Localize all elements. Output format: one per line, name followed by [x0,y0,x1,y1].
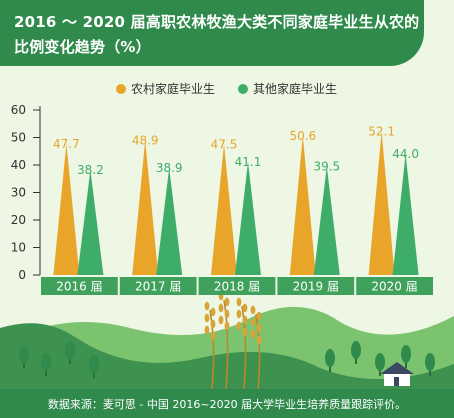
data-label-rural-1: 48.9 [132,134,159,148]
x-tick-label-4: 2020 届 [371,280,417,294]
y-tick-label-60: 60 [11,103,26,117]
legend-label-other: 其他家庭毕业生 [253,82,338,96]
data-label-rural-2: 47.5 [211,137,238,151]
data-label-other-1: 38.9 [156,161,183,175]
y-tick-label-10: 10 [11,241,26,255]
y-tick-label-50: 50 [11,131,26,145]
y-tick-label-0: 0 [18,268,26,282]
chart-title-line-1: 2016 ～ 2020 届高职农林牧渔大类不同家庭毕业生从农的 [14,13,420,31]
tree-crown-7 [401,345,411,363]
mark-other-3 [313,166,340,275]
tree-crown-0 [19,345,29,363]
wheat-stem-3 [255,313,261,389]
data-label-rural-0: 47.7 [53,137,80,151]
tree-crown-5 [351,341,361,359]
wheat-grain-0-5 [210,331,216,341]
wheat-grain-0-2 [204,313,210,323]
wheat-grain-1-2 [218,303,224,313]
wheat-stem-1 [223,299,229,389]
data-label-other-0: 38.2 [77,163,104,177]
landscape-scene [0,291,454,389]
x-tick-label-3: 2019 届 [293,280,339,294]
wheat-grain-0-4 [204,325,210,335]
y-tick-label-20: 20 [11,213,26,227]
tree-crown-6 [375,353,385,371]
farmhouse-roof [380,362,414,374]
legend-dot-rural [116,84,126,94]
mark-rural-0 [53,143,80,275]
x-band-cell-1 [119,277,197,295]
wheat-grain-2-3 [242,315,248,325]
data-label-other-3: 39.5 [313,159,340,173]
data-label-other-4: 44.0 [392,147,419,161]
wheat-grain-0-1 [210,307,216,317]
wheat-grain-2-1 [242,303,248,313]
mark-rural-1 [132,140,159,275]
title-banner: 2016 ～ 2020 届高职农林牧渔大类不同家庭毕业生从农的 比例变化趋势（%… [0,0,424,66]
wheat-grain-2-4 [236,321,242,331]
wheat-grain-3-0 [250,305,256,315]
x-band-cell-4 [356,277,433,295]
chart-legend: 农村家庭毕业生 其他家庭毕业生 [0,80,454,98]
wheat-grain-1-5 [224,321,230,331]
tree-crown-4 [325,349,335,367]
wheat-grain-1-3 [224,309,230,319]
mark-rural-3 [289,135,316,275]
tree-crown-3 [89,355,99,373]
x-tick-label-1: 2017 届 [135,280,181,294]
wheat-stem-0 [209,309,215,389]
farmhouse-door [394,377,399,386]
wheat-grain-3-1 [256,311,262,321]
wheat-grain-3-2 [250,317,256,327]
y-tick-label-40: 40 [11,158,26,172]
data-source-note: 数据来源：麦可思 - 中国 2016~2020 届大学毕业生培养质量跟踪评价。 [47,398,407,411]
mark-rural-2 [211,144,237,275]
wheat-grain-1-1 [224,297,230,307]
legend-item-other: 其他家庭毕业生 [238,80,337,98]
legend-dot-other [238,84,248,94]
tree-crown-2 [65,341,75,359]
tree-crown-1 [41,353,51,371]
mark-other-1 [156,168,183,275]
wheat-grain-2-5 [242,327,248,337]
wheat-grain-1-4 [218,315,224,325]
chart-canvas: 0 10 20 30 40 50 60 2016 届 2017 届 2018 届 2019 届 202… [0,103,454,389]
mark-other-2 [235,161,261,275]
x-band-cell-3 [277,277,355,295]
wheat-grain-0-3 [210,319,216,329]
wheat-stem-2 [241,305,247,389]
mark-other-4 [392,154,419,275]
legend-item-rural: 农村家庭毕业生 [116,80,215,98]
x-band-cell-2 [198,277,276,295]
wheat-grain-3-3 [256,323,262,333]
data-label-other-2: 41.1 [235,155,262,169]
footer-bar: 数据来源：麦可思 - 中国 2016~2020 届大学毕业生培养质量跟踪评价。 [0,389,454,418]
wheat-grain-2-2 [236,309,242,319]
tree-crown-8 [425,353,435,371]
x-tick-label-0: 2016 届 [56,280,102,294]
x-band-cell-0 [41,277,118,295]
data-label-rural-4: 52.1 [368,125,395,139]
chart-title-line-2: 比例变化趋势（%） [14,38,151,56]
mark-other-0 [77,169,104,275]
data-label-rural-3: 50.6 [289,129,316,143]
legend-label-rural: 农村家庭毕业生 [131,82,216,96]
y-tick-label-30: 30 [11,186,26,200]
wheat-grain-3-5 [256,335,262,345]
mark-rural-4 [368,131,395,275]
x-tick-label-2: 2018 届 [214,280,260,294]
wheat-grain-2-0 [236,297,242,307]
wheat-grain-0-0 [204,301,210,311]
wheat-grain-3-4 [250,329,256,339]
